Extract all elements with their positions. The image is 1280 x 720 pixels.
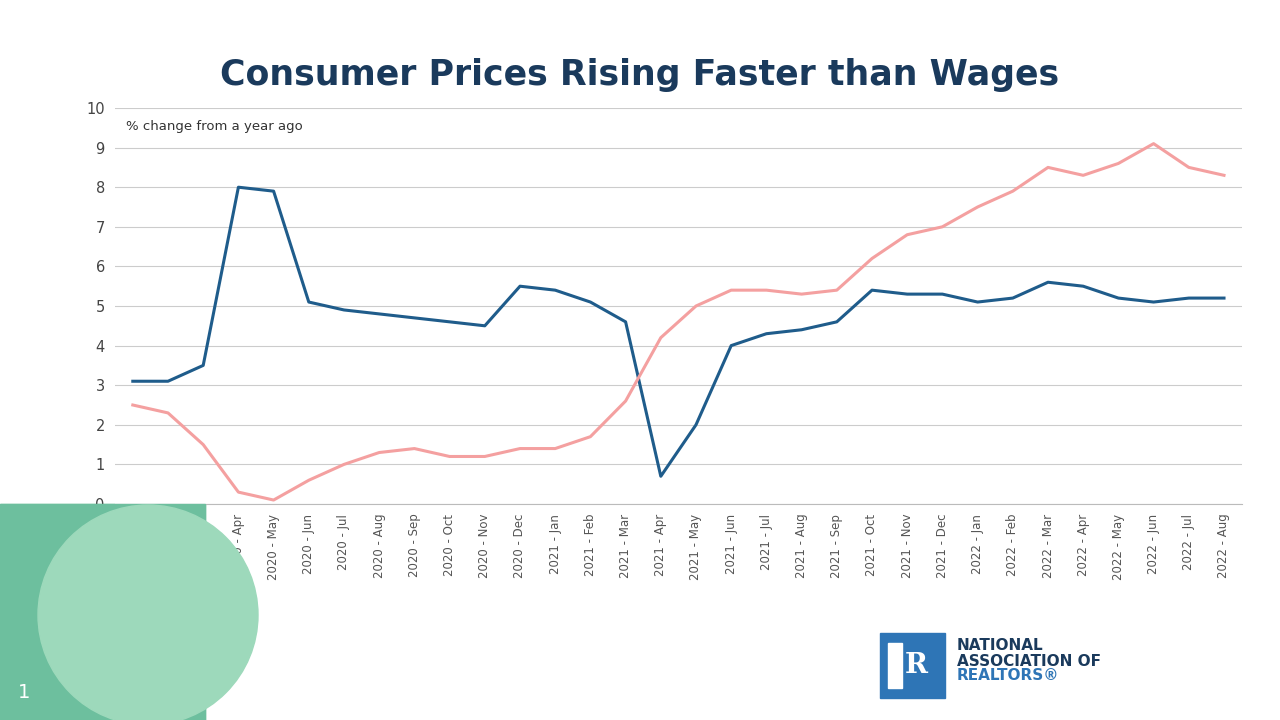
Bar — [888, 643, 902, 688]
Bar — [881, 633, 945, 698]
Text: R: R — [905, 652, 928, 679]
Polygon shape — [0, 504, 205, 720]
Circle shape — [38, 505, 259, 720]
Text: NATIONAL: NATIONAL — [957, 639, 1043, 654]
Text: 1: 1 — [18, 683, 31, 702]
Text: Consumer Prices Rising Faster than Wages: Consumer Prices Rising Faster than Wages — [220, 58, 1060, 91]
Text: % change from a year ago: % change from a year ago — [127, 120, 303, 133]
Text: ASSOCIATION OF: ASSOCIATION OF — [957, 654, 1101, 668]
Text: REALTORS®: REALTORS® — [957, 668, 1060, 683]
